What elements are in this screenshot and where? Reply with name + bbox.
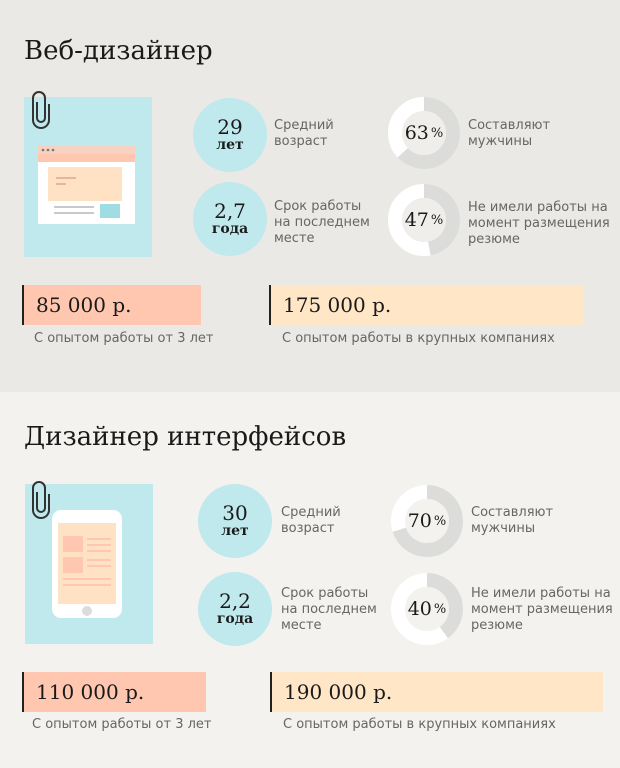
unemployed-donut-arc	[391, 573, 463, 645]
age-circle: 29 лет	[193, 98, 267, 172]
browser-window-icon	[24, 97, 152, 257]
tenure-label: Срок работы на последнем месте	[281, 586, 377, 633]
tenure-value: 2,2	[219, 589, 251, 614]
men-percent: 63%	[404, 122, 444, 144]
paperclip-icon	[32, 91, 50, 129]
salary-big-company-caption: С опытом работы в крупных компаниях	[283, 717, 556, 732]
salary-experience: 110 000 р.	[22, 672, 206, 712]
age-value: 29	[217, 115, 243, 140]
age-value: 30	[222, 501, 248, 526]
age-label: Средний возраст	[281, 505, 341, 536]
salary-big-company-caption: С опытом работы в крупных компаниях	[282, 331, 555, 346]
men-label: Составляют мужчины	[468, 118, 551, 149]
section-title: Веб-дизайнер	[24, 36, 213, 66]
tenure-circle: 2,7 года	[193, 182, 267, 256]
salary-experience-caption: С опытом работы от 3 лет	[32, 717, 212, 732]
age-label: Средний возраст	[274, 118, 334, 149]
tenure-unit: года	[211, 221, 249, 238]
unemployed-donut	[388, 184, 460, 256]
tenure-circle: 2,2 года	[198, 572, 272, 646]
unemployed-label: Не имели работы на момент размещения рез…	[468, 200, 610, 247]
age-unit: лет	[221, 523, 249, 540]
unemployed-percent: 40%	[407, 598, 447, 620]
paperclip-icon	[32, 481, 50, 519]
unemployed-donut-arc	[388, 184, 460, 256]
unemployed-percent: 47%	[404, 209, 444, 231]
unemployed-donut	[391, 573, 463, 645]
men-label: Составляют мужчины	[471, 505, 554, 536]
men-percent: 70%	[407, 510, 447, 532]
section-interface-designer: Дизайнер интерфейсов 30 лет Средний возр…	[0, 392, 620, 768]
age-unit: лет	[216, 137, 244, 154]
section-web-designer: Веб-дизайнер 29 лет Средний возраст 2,7	[22, 36, 610, 346]
salary-experience-caption: С опытом работы от 3 лет	[34, 331, 214, 346]
men-donut	[388, 97, 460, 169]
men-donut-arc	[388, 97, 460, 169]
tenure-unit: года	[216, 611, 254, 628]
tenure-label: Срок работы на последнем месте	[274, 199, 370, 246]
age-circle: 30 лет	[198, 484, 272, 558]
salary-big-company: 175 000 р.	[269, 285, 584, 325]
smartphone-icon	[25, 484, 153, 644]
salary-big-company: 190 000 р.	[270, 672, 603, 712]
salary-experience: 85 000 р.	[22, 285, 201, 325]
tenure-value: 2,7	[214, 199, 246, 224]
men-donut	[391, 485, 463, 557]
unemployed-label: Не имели работы на момент размещения рез…	[471, 586, 613, 633]
men-donut-arc	[391, 485, 463, 557]
section-title: Дизайнер интерфейсов	[24, 422, 347, 452]
